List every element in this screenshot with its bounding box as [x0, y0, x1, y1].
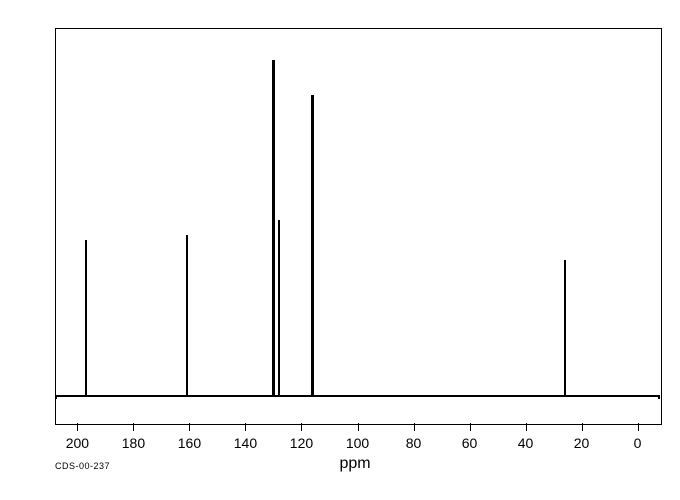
x-tick: [133, 423, 134, 431]
x-tick-label: 40: [518, 435, 534, 451]
baseline-end-right: [658, 395, 660, 399]
x-tick: [414, 423, 415, 431]
x-tick-label: 200: [66, 435, 89, 451]
x-tick: [470, 423, 471, 431]
x-tick: [582, 423, 583, 431]
x-tick-label: 80: [406, 435, 422, 451]
nmr-peak: [186, 235, 188, 395]
nmr-chart-container: ppm CDS-00-237 2001801601401201008060402…: [0, 0, 680, 500]
x-tick-label: 20: [574, 435, 590, 451]
x-tick: [526, 423, 527, 431]
x-tick-label: 120: [290, 435, 313, 451]
x-tick-label: 100: [346, 435, 369, 451]
x-tick: [358, 423, 359, 431]
baseline: [57, 395, 658, 397]
nmr-peak: [311, 95, 314, 395]
chart-caption: CDS-00-237: [55, 461, 110, 471]
x-tick: [245, 423, 246, 431]
nmr-peak: [564, 260, 566, 395]
x-tick: [638, 423, 639, 431]
x-tick-label: 140: [234, 435, 257, 451]
x-tick: [189, 423, 190, 431]
x-tick: [301, 423, 302, 431]
nmr-peak: [278, 220, 280, 395]
x-tick-label: 60: [462, 435, 478, 451]
x-tick-label: 180: [122, 435, 145, 451]
baseline-end-left: [55, 395, 57, 399]
x-tick: [77, 423, 78, 431]
nmr-peak: [85, 240, 87, 395]
x-tick-label: 160: [178, 435, 201, 451]
x-axis-label: ppm: [340, 455, 371, 473]
nmr-peak: [272, 60, 275, 395]
plot-area: [55, 28, 662, 425]
x-tick-label: 0: [634, 435, 642, 451]
